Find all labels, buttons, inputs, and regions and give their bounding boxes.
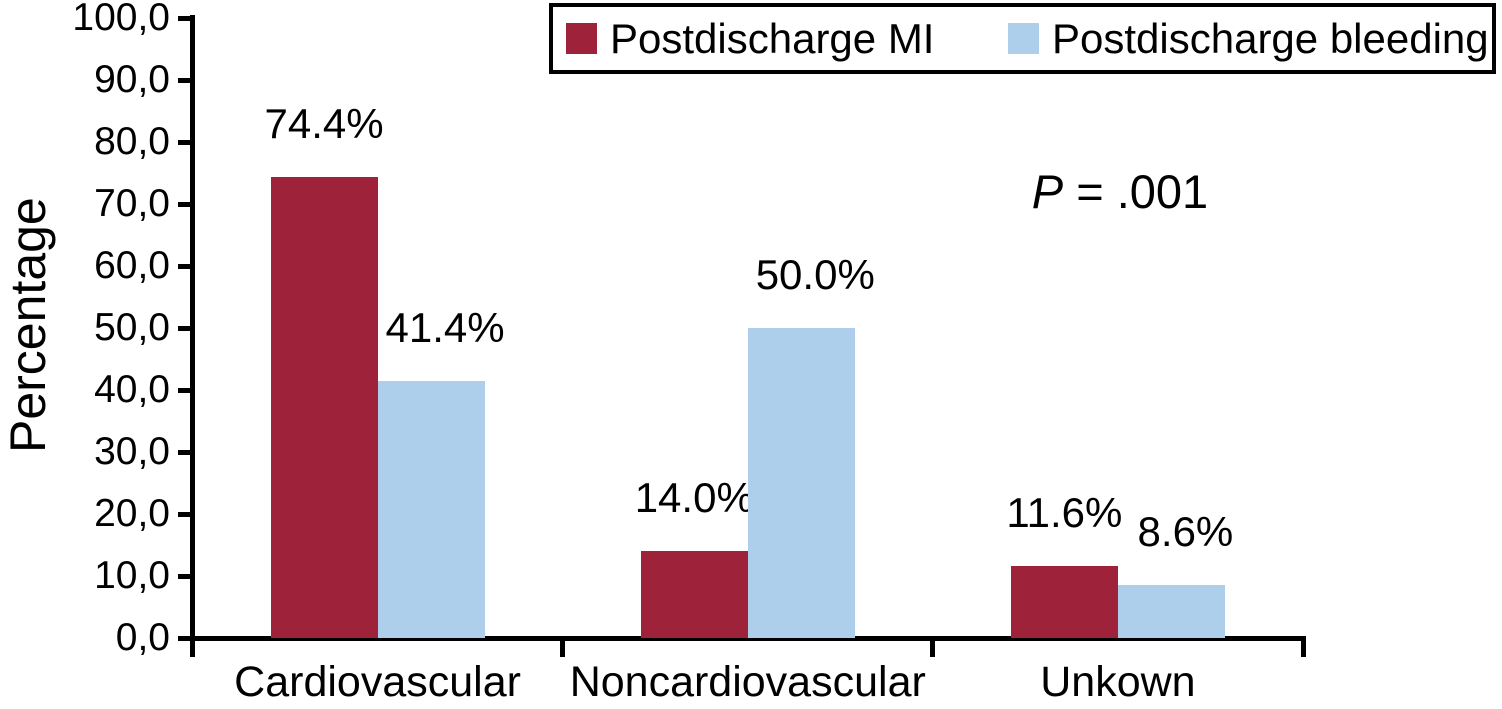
y-tick <box>178 449 193 455</box>
y-tick-label: 20,0 <box>94 492 170 535</box>
legend: Postdischarge MI Postdischarge bleeding <box>549 3 1496 74</box>
bar-postdischarge-bleeding-cardiovascular <box>377 381 485 638</box>
y-tick <box>178 263 193 269</box>
bar-postdischarge-mi-noncardiovascular <box>640 551 748 638</box>
bar-postdischarge-bleeding-unkown <box>1117 584 1225 638</box>
y-tick-label: 80,0 <box>94 120 170 163</box>
y-tick-label: 40,0 <box>94 368 170 411</box>
y-tick-label: 30,0 <box>94 430 170 473</box>
bar-value-label: 11.6% <box>1006 489 1123 537</box>
bar-value-label: 74.4% <box>264 99 384 147</box>
y-tick-label: 70,0 <box>94 182 170 225</box>
y-tick-label: 50,0 <box>94 306 170 349</box>
bar-postdischarge-mi-cardiovascular <box>270 176 378 638</box>
y-tick <box>178 573 193 579</box>
y-tick <box>178 15 193 21</box>
y-tick <box>178 511 193 517</box>
y-tick <box>178 139 193 145</box>
bar-value-label: 8.6% <box>1137 507 1234 555</box>
x-tick <box>930 638 936 657</box>
legend-item-postdischarge-bleeding: Postdischarge bleeding <box>1008 14 1489 62</box>
y-tick <box>178 387 193 393</box>
p-value-text: = .001 <box>1063 165 1209 218</box>
x-tick <box>190 638 195 657</box>
category-label-unkown: Unkown <box>1040 658 1196 706</box>
x-axis-line <box>190 636 1306 641</box>
y-tick-label: 60,0 <box>94 244 170 287</box>
x-tick <box>1300 638 1306 657</box>
category-label-noncardiovascular: Noncardiovascular <box>569 658 926 706</box>
bar-value-label: 14.0% <box>634 474 754 522</box>
bar-postdischarge-mi-unkown <box>1010 566 1118 638</box>
y-tick <box>178 201 193 207</box>
p-value-annotation: P = .001 <box>1015 166 1225 218</box>
y-tick-label: 90,0 <box>94 58 170 101</box>
category-label-cardiovascular: Cardiovascular <box>234 658 521 706</box>
y-tick-label: 100,0 <box>72 0 170 39</box>
y-tick <box>178 77 193 83</box>
y-axis-line <box>190 15 195 657</box>
legend-swatch-bleeding-icon <box>1008 23 1039 54</box>
y-tick <box>178 635 193 641</box>
y-tick <box>178 325 193 331</box>
bar-value-label: 41.4% <box>385 304 505 352</box>
x-tick <box>560 638 566 657</box>
legend-item-postdischarge-mi: Postdischarge MI <box>566 14 935 62</box>
bar-postdischarge-bleeding-noncardiovascular <box>747 328 855 638</box>
legend-label-postdischarge-bleeding: Postdischarge bleeding <box>1052 14 1489 62</box>
y-tick-label: 10,0 <box>94 554 170 597</box>
legend-label-postdischarge-mi: Postdischarge MI <box>610 14 935 62</box>
bar-value-label: 50.0% <box>755 251 875 298</box>
y-tick-label: 0,0 <box>115 616 170 659</box>
p-value-symbol: P <box>1031 165 1064 218</box>
legend-swatch-mi-icon <box>566 23 597 54</box>
